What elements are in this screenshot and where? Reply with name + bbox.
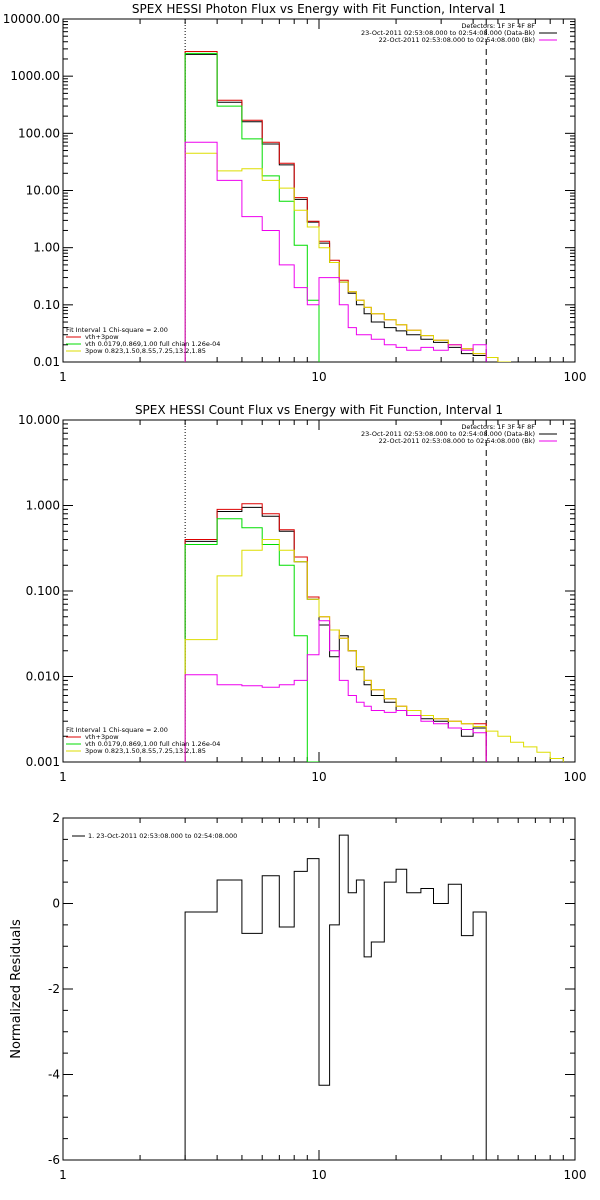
legend-top-entry: Detectors: 1F 3F 4F 8F — [461, 423, 535, 431]
legend-top-entry: Detectors: 1F 3F 4F 8F — [461, 22, 535, 30]
series-line-2 — [184, 518, 320, 762]
x-tick-label: 100 — [564, 370, 587, 384]
series-line-4 — [184, 141, 487, 362]
legend-bottom-entry: vth+3pow — [85, 733, 119, 741]
series-group — [184, 503, 564, 762]
series-line-3 — [184, 152, 511, 362]
y-tick-label: -2 — [48, 982, 60, 996]
series-line-4 — [184, 620, 487, 762]
legend-bottom-entry: vth+3pow — [85, 333, 119, 341]
y-axis-label: Normalized Residuals — [9, 919, 24, 1059]
legend-bottom-entry: 3pow 0.823,1.50,8.55,7.25,13.2,1.85 — [85, 347, 206, 355]
y-tick-label: 1000.00 — [10, 69, 60, 83]
plot-frame — [62, 419, 576, 763]
chart-panel-1: SPEX HESSI Photon Flux vs Energy with Fi… — [3, 2, 587, 384]
legend-top-entry: 23-Oct-2011 02:53:08.000 to 02:54:08.000… — [361, 430, 535, 438]
chart-title: SPEX HESSI Photon Flux vs Energy with Fi… — [132, 2, 506, 16]
y-tick-label: 10.000 — [18, 413, 60, 427]
y-tick-label: 0 — [52, 897, 60, 911]
x-tick-label: 1 — [59, 370, 67, 384]
legend-bottom-entry: vth 0.0179,0.869,1.00 full chian 1.26e-0… — [85, 340, 220, 348]
y-tick-label: -4 — [48, 1068, 60, 1082]
x-tick-label: 10 — [311, 1168, 326, 1182]
series-line-0 — [184, 53, 487, 362]
y-tick-label: 1.00 — [33, 241, 60, 255]
chart-panel-2: SPEX HESSI Count Flux vs Energy with Fit… — [18, 403, 586, 784]
x-tick-label: 10 — [311, 770, 326, 784]
y-tick-label: 10.00 — [26, 184, 60, 198]
x-tick-label: 10 — [311, 370, 326, 384]
legend-top-entry: 22-Oct-2011 02:53:08.000 to 02:54:08.000… — [379, 437, 535, 445]
x-tick-label: 1 — [59, 1168, 67, 1182]
series-line-2 — [184, 52, 320, 362]
series-line-3 — [184, 539, 564, 762]
series-line-0 — [184, 506, 487, 762]
legend-bottom-entry: vth 0.0179,0.869,1.00 full chian 1.26e-0… — [85, 740, 220, 748]
series-line-0 — [184, 834, 487, 1160]
legend-entry: 1. 23-Oct-2011 02:53:08.000 to 02:54:08.… — [88, 832, 237, 840]
series-group — [184, 834, 487, 1160]
x-tick-label: 100 — [564, 770, 587, 784]
chart-panel-3: Normalized Residuals 1 10 100 -6 -4 -2 0 2 1. 23-… — [9, 811, 586, 1182]
y-tick-label: 0.10 — [33, 298, 60, 312]
y-tick-label: -6 — [48, 1153, 60, 1167]
chart-title: SPEX HESSI Count Flux vs Energy with Fit… — [135, 403, 503, 417]
legend-bottom-entry: Fit Interval 1 Chi-square = 2.00 — [66, 726, 168, 734]
legend-bottom-entry: 3pow 0.823,1.50,8.55,7.25,13.2,1.85 — [85, 747, 206, 755]
y-tick-label: 10000.00 — [3, 12, 60, 26]
y-tick-label: 100.00 — [18, 126, 60, 140]
y-tick-label: 2 — [52, 811, 60, 825]
y-tick-label: 0.010 — [26, 670, 60, 684]
legend-bottom-entry: Fit Interval 1 Chi-square = 2.00 — [66, 326, 168, 334]
series-group — [184, 51, 511, 362]
series-line-1 — [184, 503, 487, 762]
x-tick-label: 100 — [564, 1168, 587, 1182]
y-tick-label: 0.01 — [33, 355, 60, 369]
legend-top-entry: 23-Oct-2011 02:53:08.000 to 02:54:08.000… — [361, 29, 535, 37]
y-tick-label: 1.000 — [26, 499, 60, 513]
y-tick-label: 0.100 — [26, 584, 60, 598]
x-tick-label: 1 — [59, 770, 67, 784]
legend-top-entry: 22-Oct-2011 02:53:08.000 to 02:54:08.000… — [379, 36, 535, 44]
y-tick-label: 0.001 — [26, 755, 60, 769]
